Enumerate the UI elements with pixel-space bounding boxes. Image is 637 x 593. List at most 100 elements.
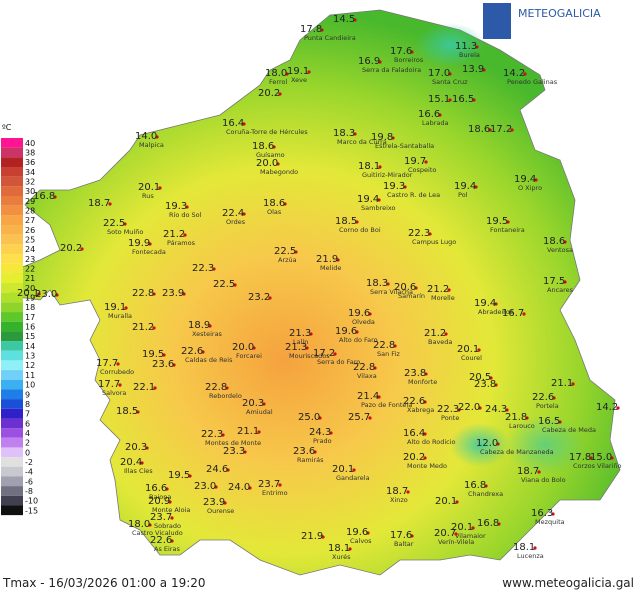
legend-label: 16 — [25, 323, 35, 332]
legend-label: 10 — [25, 381, 35, 390]
station-dot — [533, 546, 537, 550]
legend-label: 24 — [25, 245, 35, 254]
station-value: 18.6 — [543, 236, 565, 247]
logo-icon — [483, 3, 511, 39]
station-value: 23.0 — [35, 289, 57, 300]
station-value: 24.0 — [228, 482, 250, 493]
station-dot — [116, 362, 120, 366]
station-dot — [448, 98, 452, 102]
station-value: 21.2 — [427, 284, 449, 295]
legend-label: 13 — [25, 352, 35, 361]
station-dot — [494, 383, 498, 387]
station-dot — [140, 461, 144, 465]
station-value: 22.3 — [408, 228, 430, 239]
station-dot — [278, 92, 282, 96]
station-value: 23.8 — [404, 368, 426, 379]
station-value: 18.5 — [116, 406, 138, 417]
station-value: 20.1 — [332, 464, 354, 475]
station-name: Labrada — [422, 119, 449, 127]
station-value: 17.6 — [390, 46, 412, 57]
station-value: 21.9 — [301, 531, 323, 542]
legend-swatch — [1, 399, 23, 409]
legend-label: 34 — [25, 168, 35, 177]
station-name: Mouriscados — [289, 352, 330, 360]
station-name: Forcarei — [236, 352, 262, 360]
station-dot — [309, 332, 313, 336]
station-dot — [145, 446, 149, 450]
station-value: 20.7 — [434, 528, 456, 539]
station-name: Gandarela — [336, 474, 370, 482]
station-name: Morelle — [431, 294, 455, 302]
station-value: 17.2 — [313, 348, 335, 359]
station-value: 21.4 — [357, 391, 379, 402]
station-name: Viana do Bolo — [521, 476, 566, 484]
legend-label: -2 — [25, 458, 33, 467]
station-dot — [165, 487, 169, 491]
station-dot — [424, 160, 428, 164]
station-name: Guitiriz-Mirador — [362, 171, 413, 179]
station-name: Vilamaior — [455, 532, 486, 540]
station-name: Alto do Rodicio — [407, 438, 456, 446]
station-name: Pol — [458, 191, 468, 199]
station-name: Punta Candieira — [304, 34, 356, 42]
station-value: 18.1 — [328, 543, 350, 554]
station-name: Calvos — [350, 537, 372, 545]
station-name: Alto do Faro — [339, 336, 378, 344]
station-dot — [471, 526, 475, 530]
station-value: 20.1 — [451, 522, 473, 533]
station-dot — [537, 470, 541, 474]
station-value: 19.4 — [357, 194, 379, 205]
station-name: Lalín — [293, 338, 308, 346]
station-value: 20.0 — [256, 158, 278, 169]
station-name: Sambreixo — [361, 204, 396, 212]
station-value: 21.2 — [424, 328, 446, 339]
station-dot — [377, 198, 381, 202]
station-dot — [123, 222, 127, 226]
station-dot — [457, 408, 461, 412]
station-name: Pazo de Fontela — [361, 401, 412, 409]
legend-label: 20 — [25, 284, 35, 293]
legend-label: -4 — [25, 468, 33, 477]
station-name: Río do Sol — [169, 211, 202, 219]
legend-swatch — [1, 486, 23, 496]
station-dot — [414, 286, 418, 290]
station-value: 16.3 — [531, 508, 553, 519]
station-dot — [505, 408, 509, 412]
station-value: 14.5 — [333, 14, 355, 25]
station-dot — [268, 296, 272, 300]
legend-label: 29 — [25, 197, 35, 206]
station-dot — [188, 474, 192, 478]
station-dot — [478, 406, 482, 410]
station-value: 16.8 — [477, 518, 499, 529]
legend-swatch — [1, 167, 23, 177]
station-dot — [489, 376, 493, 380]
station-name: Monte Medo — [407, 462, 447, 470]
station-value: 22.3 — [201, 429, 223, 440]
station-dot — [403, 185, 407, 189]
station-value: 19.5 — [168, 470, 190, 481]
station-value: 18.7 — [88, 198, 110, 209]
legend-swatch — [1, 476, 23, 487]
station-dot — [153, 386, 157, 390]
station-value: 19.7 — [404, 156, 426, 167]
station-dot — [212, 267, 216, 271]
station-dot — [373, 366, 377, 370]
legend-label: 36 — [25, 158, 35, 167]
station-value: 23.7 — [258, 479, 280, 490]
station-value: 20.6 — [394, 282, 416, 293]
station-value: 19.1 — [287, 66, 309, 77]
station-value: 19.4 — [514, 174, 536, 185]
station-dot — [496, 442, 500, 446]
legend-label: 18 — [25, 303, 35, 312]
station-value: 23.7 — [150, 512, 172, 523]
station-dot — [108, 202, 112, 206]
station-dot — [185, 205, 189, 209]
legend-swatch — [1, 283, 23, 293]
station-value: 14.2 — [596, 402, 618, 413]
station-value: 20.0 — [232, 342, 254, 353]
station-value: 18.6 — [468, 124, 490, 135]
legend-label: 7 — [25, 410, 30, 419]
station-dot — [55, 293, 59, 297]
station-value: 22.5 — [213, 279, 235, 290]
legend-swatch — [1, 428, 23, 438]
